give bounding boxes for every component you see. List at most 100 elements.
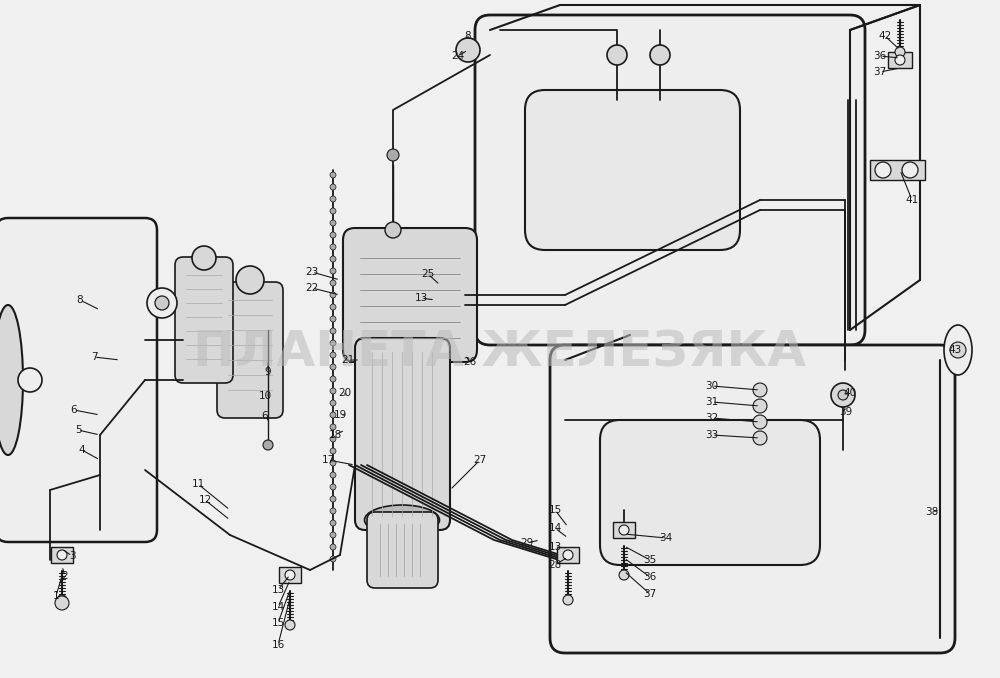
- Circle shape: [57, 595, 67, 605]
- Bar: [613, 522, 635, 538]
- Circle shape: [330, 544, 336, 550]
- Text: 17: 17: [321, 455, 335, 465]
- Text: 13: 13: [414, 293, 428, 303]
- Circle shape: [330, 328, 336, 334]
- FancyBboxPatch shape: [175, 257, 233, 383]
- Text: 6: 6: [262, 411, 268, 421]
- Text: 37: 37: [873, 67, 887, 77]
- Text: 8: 8: [465, 31, 471, 41]
- Bar: [870, 160, 925, 180]
- Text: 3: 3: [69, 551, 75, 561]
- Circle shape: [753, 431, 767, 445]
- FancyBboxPatch shape: [343, 228, 477, 362]
- Bar: [557, 547, 579, 563]
- Circle shape: [385, 222, 401, 238]
- Circle shape: [330, 244, 336, 250]
- Circle shape: [831, 383, 855, 407]
- FancyBboxPatch shape: [0, 218, 157, 542]
- Circle shape: [902, 162, 918, 178]
- Circle shape: [330, 292, 336, 298]
- Text: 23: 23: [305, 267, 319, 277]
- Circle shape: [950, 342, 966, 358]
- Circle shape: [895, 55, 905, 65]
- Text: 13: 13: [271, 585, 285, 595]
- Ellipse shape: [0, 305, 23, 455]
- Text: 8: 8: [77, 295, 83, 305]
- Circle shape: [330, 340, 336, 346]
- Text: 16: 16: [271, 640, 285, 650]
- Circle shape: [330, 496, 336, 502]
- Circle shape: [650, 45, 670, 65]
- Circle shape: [330, 532, 336, 538]
- Bar: [51, 547, 73, 563]
- FancyBboxPatch shape: [355, 338, 450, 530]
- Circle shape: [18, 368, 42, 392]
- Circle shape: [330, 232, 336, 238]
- Text: 30: 30: [705, 381, 719, 391]
- FancyBboxPatch shape: [550, 345, 955, 653]
- Text: 37: 37: [643, 589, 657, 599]
- Circle shape: [330, 220, 336, 226]
- Circle shape: [330, 484, 336, 490]
- Circle shape: [330, 556, 336, 562]
- Circle shape: [330, 508, 336, 514]
- Text: 20: 20: [338, 388, 352, 398]
- Circle shape: [330, 400, 336, 406]
- Text: 15: 15: [271, 618, 285, 628]
- FancyBboxPatch shape: [525, 90, 740, 250]
- FancyBboxPatch shape: [217, 282, 283, 418]
- Text: 2: 2: [62, 571, 68, 581]
- Text: 36: 36: [643, 572, 657, 582]
- Text: ПЛАНЕТА ЖЕЛЕЗЯКА: ПЛАНЕТА ЖЕЛЕЗЯКА: [193, 329, 807, 376]
- Text: 43: 43: [948, 345, 962, 355]
- Circle shape: [330, 364, 336, 370]
- Circle shape: [330, 172, 336, 178]
- Circle shape: [387, 149, 399, 161]
- Text: 25: 25: [421, 269, 435, 279]
- Text: 14: 14: [548, 523, 562, 533]
- Text: 13: 13: [548, 542, 562, 552]
- Circle shape: [330, 184, 336, 190]
- Text: 19: 19: [333, 410, 347, 420]
- FancyBboxPatch shape: [600, 420, 820, 565]
- Text: 5: 5: [75, 425, 81, 435]
- Text: 18: 18: [328, 430, 342, 440]
- Circle shape: [456, 38, 480, 62]
- Circle shape: [285, 570, 295, 580]
- Circle shape: [619, 570, 629, 580]
- Circle shape: [330, 196, 336, 202]
- Text: 34: 34: [659, 533, 673, 543]
- Circle shape: [330, 460, 336, 466]
- Text: 35: 35: [643, 555, 657, 565]
- Text: 38: 38: [925, 507, 939, 517]
- Circle shape: [57, 550, 67, 560]
- Text: 28: 28: [548, 560, 562, 570]
- Circle shape: [563, 595, 573, 605]
- Circle shape: [263, 440, 273, 450]
- Text: 40: 40: [843, 388, 857, 398]
- Circle shape: [753, 383, 767, 397]
- Circle shape: [330, 208, 336, 214]
- Circle shape: [838, 390, 848, 400]
- Circle shape: [330, 388, 336, 394]
- Text: 15: 15: [548, 505, 562, 515]
- Circle shape: [330, 256, 336, 262]
- Circle shape: [330, 436, 336, 442]
- Text: 32: 32: [705, 413, 719, 423]
- Text: 1: 1: [53, 591, 59, 601]
- Circle shape: [619, 525, 629, 535]
- Text: 29: 29: [520, 538, 534, 548]
- Text: 12: 12: [198, 495, 212, 505]
- Text: 33: 33: [705, 430, 719, 440]
- Circle shape: [330, 304, 336, 310]
- Circle shape: [330, 352, 336, 358]
- Text: 4: 4: [79, 445, 85, 455]
- Circle shape: [330, 280, 336, 286]
- Ellipse shape: [364, 505, 440, 535]
- Circle shape: [875, 162, 891, 178]
- Circle shape: [155, 296, 169, 310]
- Circle shape: [753, 415, 767, 429]
- Circle shape: [563, 550, 573, 560]
- Text: 42: 42: [878, 31, 892, 41]
- Circle shape: [330, 412, 336, 418]
